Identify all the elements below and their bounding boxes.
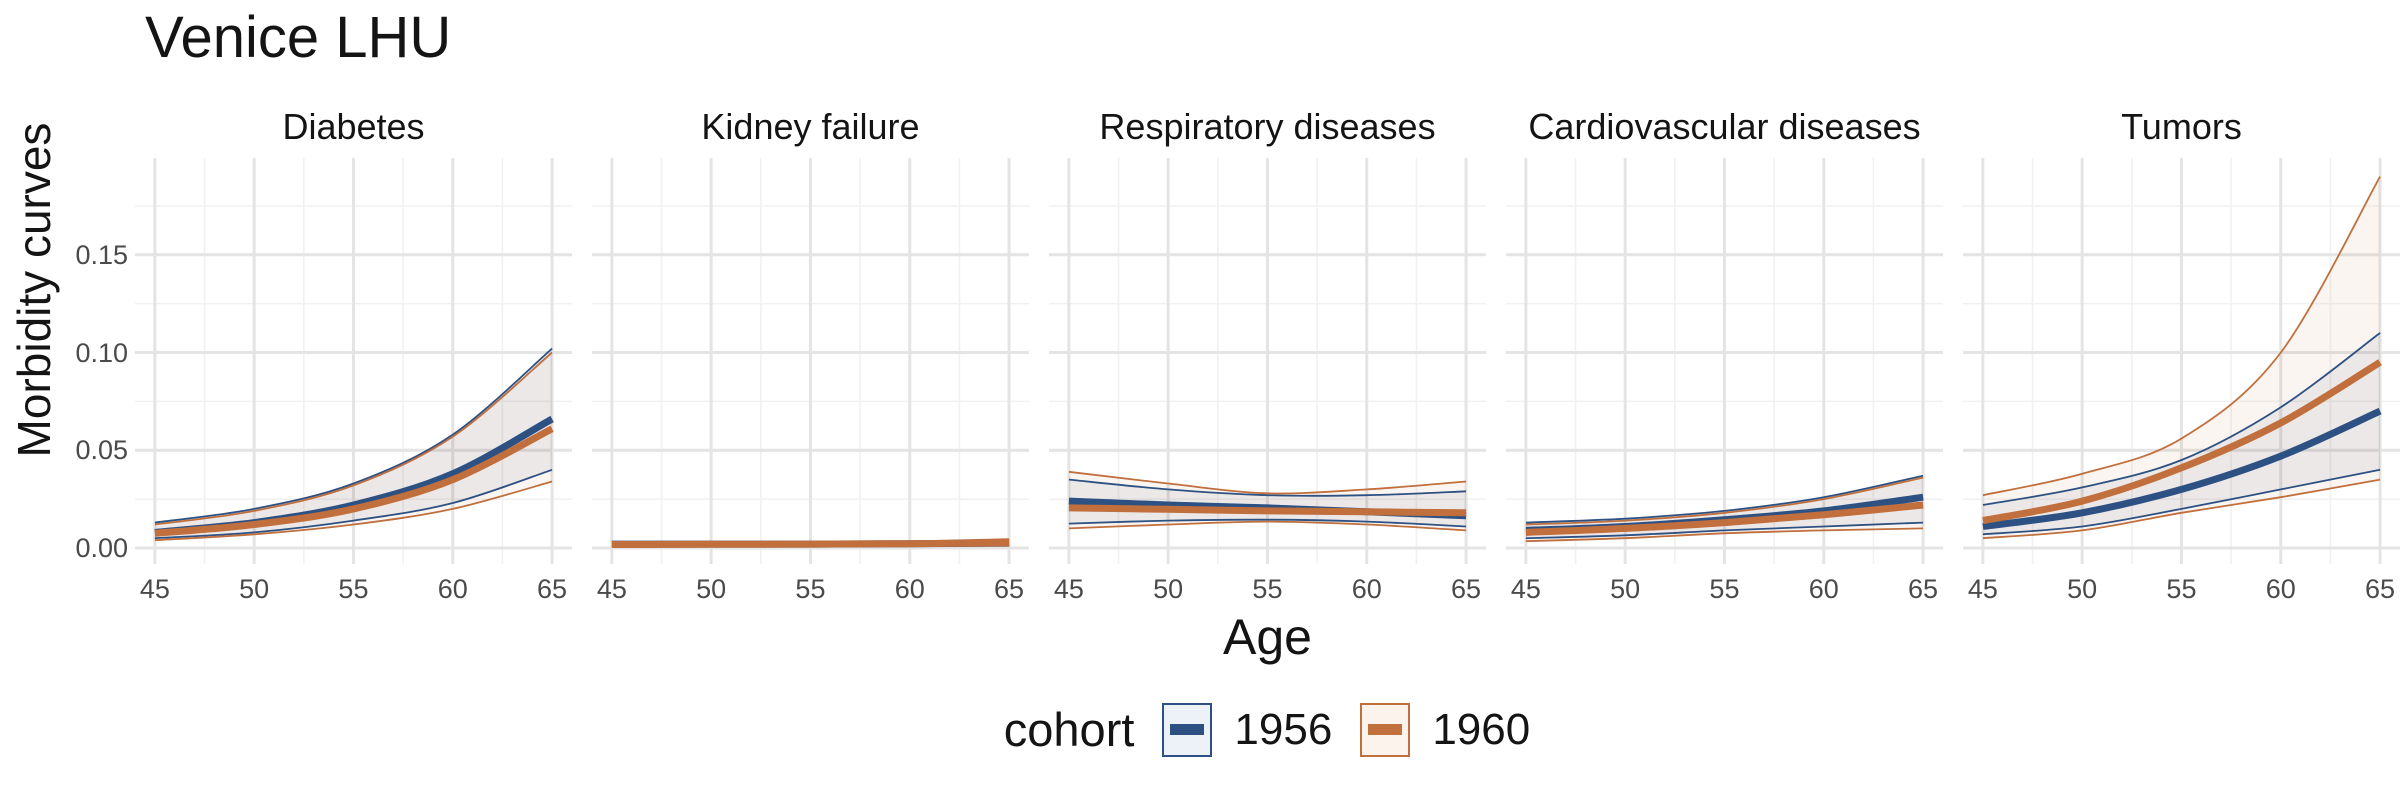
legend-key-1960-icon — [1360, 702, 1411, 757]
x-tick-label: 55 — [1252, 574, 1283, 604]
x-tick-label: 55 — [795, 574, 826, 604]
morbidity-curve-1960 — [611, 539, 1010, 548]
legend-line-swatch — [1170, 724, 1205, 735]
legend-label-1956: 1956 — [1234, 704, 1333, 754]
facet-title: Kidney failure — [701, 106, 920, 147]
x-tick-label: 65 — [2365, 574, 2396, 604]
ci-lower-1956 — [1982, 468, 2381, 536]
legend-label-1960: 1960 — [1432, 704, 1531, 754]
ci-band-1956 — [154, 348, 553, 539]
ci-upper-1956 — [1982, 332, 2381, 506]
x-tick-label: 45 — [1510, 574, 1541, 604]
morbidity-curve-1960 — [1068, 504, 1467, 517]
y-tick-label: 0.00 — [75, 533, 128, 563]
ci-upper-1960 — [1068, 470, 1467, 495]
ci-lower-1956 — [154, 468, 553, 540]
ci-lower-1960 — [1982, 478, 2381, 540]
ci-band-1960 — [1068, 471, 1467, 531]
x-tick-label: 60 — [894, 574, 925, 604]
morbidity-curve-1960 — [1525, 501, 1924, 536]
x-tick-label: 45 — [139, 574, 170, 604]
x-tick-label: 55 — [1709, 574, 1740, 604]
x-tick-label: 55 — [338, 574, 369, 604]
ci-upper-1956 — [154, 347, 553, 524]
facet-panel: Cardiovascular diseases 45 50 55 60 65 — [1506, 100, 1943, 604]
x-tick-label: 45 — [596, 574, 627, 604]
morbidity-curve-1960 — [1982, 359, 2382, 525]
facet-panel: Diabetes 45 50 55 60 65 — [135, 100, 572, 604]
facet-panel: Tumors 45 50 55 60 65 — [1963, 100, 2400, 604]
facet-title: Respiratory diseases — [1099, 106, 1436, 147]
x-tick-label: 50 — [696, 574, 727, 604]
ci-lower-1960 — [1525, 527, 1924, 543]
x-tick-label: 45 — [1053, 574, 1084, 604]
x-axis-tick-labels: 45 50 55 60 65 — [592, 564, 1029, 604]
morbidity-curve-1960 — [154, 425, 554, 537]
ci-upper-1960 — [1525, 476, 1924, 526]
facet-plot-area — [1963, 158, 2400, 564]
x-tick-label: 50 — [239, 574, 270, 604]
chart-title: Venice LHU — [145, 5, 452, 70]
facet-plot-area — [1506, 158, 1943, 564]
legend-item-1960: 1960 — [1360, 702, 1531, 757]
x-tick-label: 65 — [994, 574, 1025, 604]
legend: cohort 1956 1960 — [0, 702, 2400, 757]
ci-upper-1960 — [154, 351, 553, 526]
ci-lower-1956 — [1525, 521, 1924, 540]
x-axis-tick-labels: 45 50 55 60 65 — [135, 564, 572, 604]
x-tick-label: 60 — [1808, 574, 1839, 604]
panels-row: Diabetes 45 50 55 60 65 Kidney failure 45 50 55 60… — [135, 100, 2400, 604]
ci-lower-1960 — [1068, 520, 1467, 532]
ci-lower-1960 — [154, 480, 553, 542]
facet-panel: Respiratory diseases 45 50 55 60 65 — [1049, 100, 1486, 604]
x-tick-label: 65 — [1451, 574, 1482, 604]
facet-plot-area — [135, 158, 572, 564]
legend-key-1956-icon — [1162, 702, 1213, 757]
y-tick-label: 0.10 — [75, 337, 128, 368]
x-tick-label: 60 — [1351, 574, 1382, 604]
x-tick-label: 50 — [1153, 574, 1184, 604]
facet-plot-area — [1049, 158, 1486, 564]
x-tick-label: 55 — [2166, 574, 2197, 604]
y-tick-label: 0.15 — [75, 239, 128, 270]
legend-title: cohort — [1003, 703, 1135, 756]
ci-lower-1956 — [1068, 518, 1467, 528]
ci-upper-1956 — [1525, 474, 1924, 524]
x-tick-label: 60 — [437, 574, 468, 604]
x-tick-label: 65 — [1908, 574, 1939, 604]
facet-title: Tumors — [2121, 106, 2242, 147]
ci-band-1960 — [1982, 176, 2381, 539]
legend-line-swatch — [1368, 724, 1403, 735]
ci-band-1956 — [1525, 475, 1924, 539]
x-axis-title: Age — [1223, 609, 1312, 665]
ci-band-1960 — [154, 352, 553, 541]
facet-title: Diabetes — [282, 106, 425, 147]
x-tick-label: 50 — [2067, 574, 2098, 604]
x-tick-label: 50 — [1610, 574, 1641, 604]
x-axis-tick-labels: 45 50 55 60 65 — [1963, 564, 2400, 604]
y-axis-tick-labels: 0.15 0.10 0.05 0.00 — [0, 0, 130, 800]
x-tick-label: 60 — [2265, 574, 2296, 604]
facet-plot-area — [592, 158, 1029, 564]
facet-panel: Kidney failure 45 50 55 60 65 — [592, 100, 1029, 604]
y-tick-label: 0.05 — [75, 435, 128, 466]
ci-upper-1960 — [1982, 176, 2381, 497]
x-axis-tick-labels: 45 50 55 60 65 — [1049, 564, 1486, 604]
facet-title: Cardiovascular diseases — [1528, 106, 1921, 147]
legend-item-1956: 1956 — [1162, 702, 1333, 757]
ci-band-1956 — [1982, 332, 2381, 535]
x-tick-label: 65 — [537, 574, 568, 604]
x-tick-label: 45 — [1967, 574, 1998, 604]
morbidity-curve-1956 — [1982, 407, 2382, 530]
x-axis-tick-labels: 45 50 55 60 65 — [1506, 564, 1943, 604]
ci-upper-1956 — [1068, 478, 1467, 497]
